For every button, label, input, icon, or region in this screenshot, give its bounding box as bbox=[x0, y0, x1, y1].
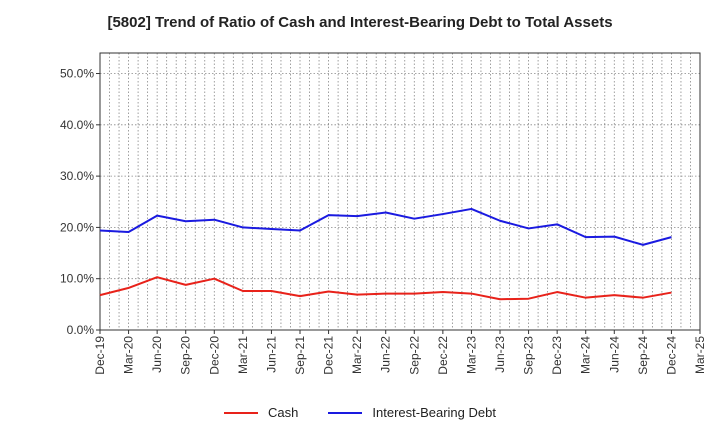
y-tick-label: 20.0% bbox=[60, 220, 94, 234]
legend-label-cash: Cash bbox=[268, 405, 299, 420]
x-tick-label: Mar-20 bbox=[122, 336, 136, 374]
x-tick-label: Sep-20 bbox=[179, 336, 193, 375]
x-tick-label: Jun-21 bbox=[264, 336, 278, 373]
y-tick-label: 50.0% bbox=[60, 67, 94, 81]
x-tick-label: Dec-19 bbox=[93, 336, 107, 375]
x-tick-label: Mar-24 bbox=[579, 336, 593, 374]
x-tick-label: Dec-24 bbox=[664, 336, 678, 375]
x-tick-label: Dec-23 bbox=[550, 336, 564, 375]
legend-label-interest-bearing-debt: Interest-Bearing Debt bbox=[372, 405, 496, 420]
legend: Cash Interest-Bearing Debt bbox=[0, 405, 720, 420]
x-tick-label: Dec-21 bbox=[322, 336, 336, 375]
x-tick-label: Sep-24 bbox=[636, 336, 650, 375]
y-tick-label: 0.0% bbox=[67, 323, 95, 337]
x-tick-label: Sep-21 bbox=[293, 336, 307, 375]
x-tick-label: Jun-23 bbox=[493, 336, 507, 373]
legend-swatch-interest-bearing-debt bbox=[328, 411, 363, 414]
line-chart: 0.0% 10.0% 20.0% 30.0% 40.0% 50.0% Dec-19 Mar-2… bbox=[60, 52, 707, 375]
y-tick-label: 30.0% bbox=[60, 169, 94, 183]
x-tick-label: Mar-21 bbox=[236, 336, 250, 374]
y-tick-label: 10.0% bbox=[60, 272, 94, 286]
x-tick-label: Jun-24 bbox=[607, 336, 621, 373]
plot-frame bbox=[99, 52, 701, 331]
x-tick-label: Jun-22 bbox=[379, 336, 393, 373]
x-tick-label: Dec-20 bbox=[207, 336, 221, 375]
x-tick-label: Mar-23 bbox=[464, 336, 478, 374]
chart-title: [5802] Trend of Ratio of Cash and Intere… bbox=[107, 14, 613, 31]
x-tick-label: Sep-22 bbox=[407, 336, 421, 375]
x-tick-label: Mar-25 bbox=[693, 336, 707, 374]
y-tick-label: 40.0% bbox=[60, 118, 94, 132]
x-tick-label: Mar-22 bbox=[350, 336, 364, 374]
legend-item-interest-bearing-debt: Interest-Bearing Debt bbox=[328, 405, 496, 420]
x-tick-label: Dec-22 bbox=[436, 336, 450, 375]
x-tick-label: Sep-23 bbox=[522, 336, 536, 375]
x-tick-label: Jun-20 bbox=[150, 336, 164, 373]
legend-swatch-cash bbox=[224, 411, 259, 414]
legend-item-cash: Cash bbox=[224, 405, 298, 420]
